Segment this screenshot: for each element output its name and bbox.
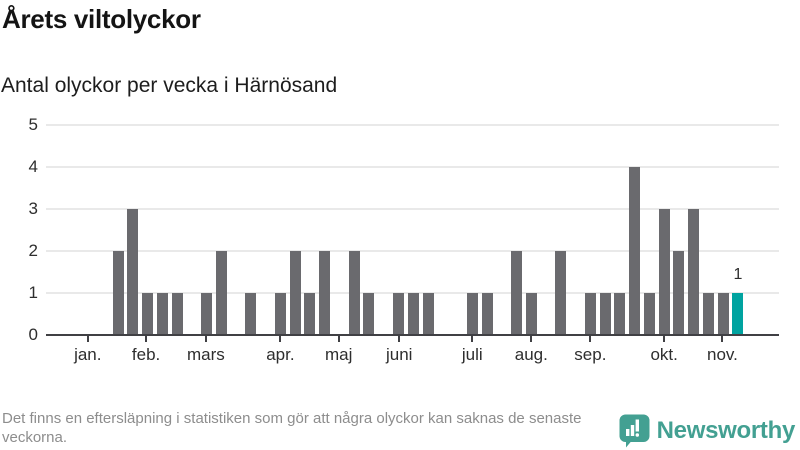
y-axis-label: 5 (28, 114, 38, 134)
bar (658, 208, 670, 335)
bar (525, 292, 537, 335)
gridline (46, 207, 779, 210)
gridline (46, 123, 779, 126)
x-axis-month-label: jan. (74, 345, 102, 364)
bar-highlighted (732, 292, 744, 335)
bar (201, 292, 213, 335)
bar (274, 292, 286, 335)
x-axis-tick (204, 336, 207, 342)
x-axis-tick (337, 336, 340, 342)
bar (407, 292, 419, 335)
x-axis-tick (530, 336, 533, 342)
brand-logo: Newsworthy (619, 414, 795, 448)
y-axis-label: 4 (28, 156, 38, 176)
x-axis-tick (663, 336, 666, 342)
bar (511, 250, 523, 335)
bar (112, 250, 124, 335)
y-axis-label: 1 (28, 282, 38, 302)
bar (156, 292, 168, 335)
bar (363, 292, 375, 335)
x-axis-month-label: mars (186, 345, 225, 364)
x-axis-month-label: feb. (131, 345, 161, 364)
x-axis-tick (721, 336, 724, 342)
x-axis-tick (145, 336, 148, 342)
footnote: Det finns en eftersläpning i statistiken… (2, 410, 582, 446)
bar (466, 292, 478, 335)
bar (688, 208, 700, 335)
x-axis-month-label: okt. (650, 345, 678, 364)
x-axis-month-label: juni (385, 345, 413, 364)
bar (127, 208, 139, 335)
bar (614, 292, 626, 335)
gridline (46, 249, 779, 252)
x-axis-tick (86, 336, 89, 342)
bar (555, 250, 567, 335)
x-axis-month-label: sep. (574, 345, 607, 364)
bar (319, 250, 331, 335)
bar (215, 250, 227, 335)
bar (629, 166, 641, 335)
bar (584, 292, 596, 335)
bar (245, 292, 257, 335)
x-axis-tick (279, 336, 282, 342)
x-axis-line (46, 334, 779, 336)
bar (171, 292, 183, 335)
brand-name: Newsworthy (656, 417, 796, 444)
bar-chart: 0 1 2 3 4 5 1 jan. feb. mars apr. maj juni juli aug. se… (28, 114, 779, 364)
gridline (46, 165, 779, 168)
highlight-value-label: 1 (733, 265, 743, 283)
x-axis-month-label: juli (461, 345, 483, 364)
chart-subtitle: Antal olyckor per vecka i Härnösand (1, 74, 338, 97)
newsworthy-icon (619, 414, 650, 448)
bar (142, 292, 154, 335)
bar (702, 292, 714, 335)
x-axis-month-label: maj (324, 345, 353, 364)
bar (599, 292, 611, 335)
x-axis-tick (471, 336, 474, 342)
bar (392, 292, 404, 335)
bar (481, 292, 493, 335)
y-axis-label: 3 (28, 198, 38, 218)
x-axis-month-label: apr. (266, 345, 295, 364)
y-axis-label: 2 (28, 240, 38, 260)
bar (673, 250, 685, 335)
bar (643, 292, 655, 335)
x-axis-tick (589, 336, 592, 342)
y-axis-label: 0 (28, 325, 38, 344)
bar (717, 292, 729, 335)
x-axis-tick (398, 336, 401, 342)
bar (304, 292, 316, 335)
bar (289, 250, 301, 335)
bar (422, 292, 434, 335)
bar (348, 250, 360, 335)
x-axis-month-label: nov. (707, 345, 738, 364)
chart-title: Årets viltolyckor (2, 4, 201, 34)
x-axis-month-label: aug. (514, 345, 548, 364)
